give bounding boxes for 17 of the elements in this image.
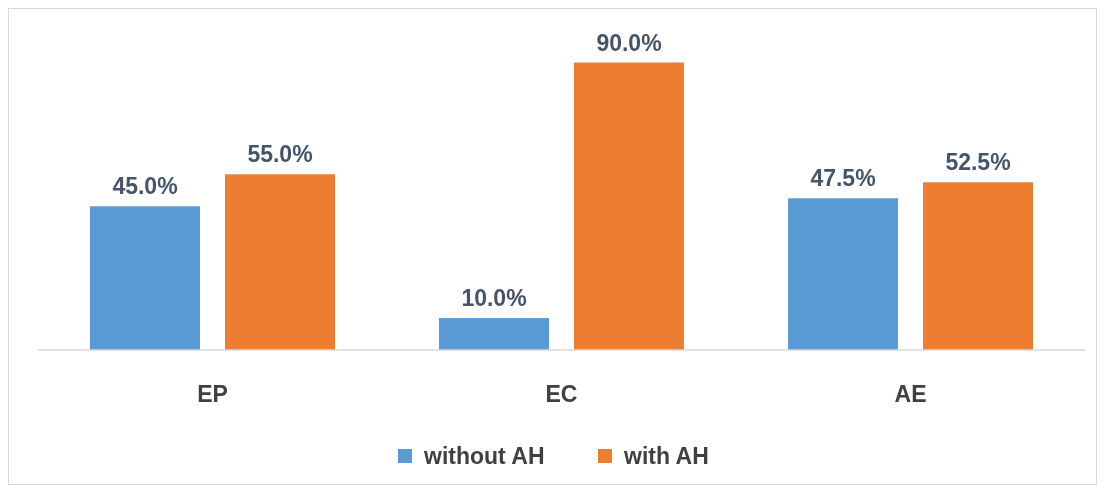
- bar: [788, 198, 898, 350]
- bar: [90, 206, 200, 350]
- data-label: 52.5%: [945, 149, 1011, 176]
- data-label: 10.0%: [461, 285, 527, 312]
- legend-label: without AH: [423, 443, 545, 469]
- data-label: 47.5%: [810, 165, 876, 192]
- x-tick-label: AE: [894, 381, 927, 407]
- data-label: 55.0%: [247, 141, 313, 168]
- x-tick-label: EP: [197, 381, 228, 407]
- bar: [439, 318, 549, 350]
- bar: [225, 174, 335, 350]
- legend-label: with AH: [623, 443, 709, 469]
- bar: [574, 62, 684, 350]
- data-label: 45.0%: [112, 173, 178, 200]
- x-tick-label: EC: [545, 381, 578, 407]
- data-label: 90.0%: [596, 29, 662, 56]
- bar: [923, 182, 1033, 350]
